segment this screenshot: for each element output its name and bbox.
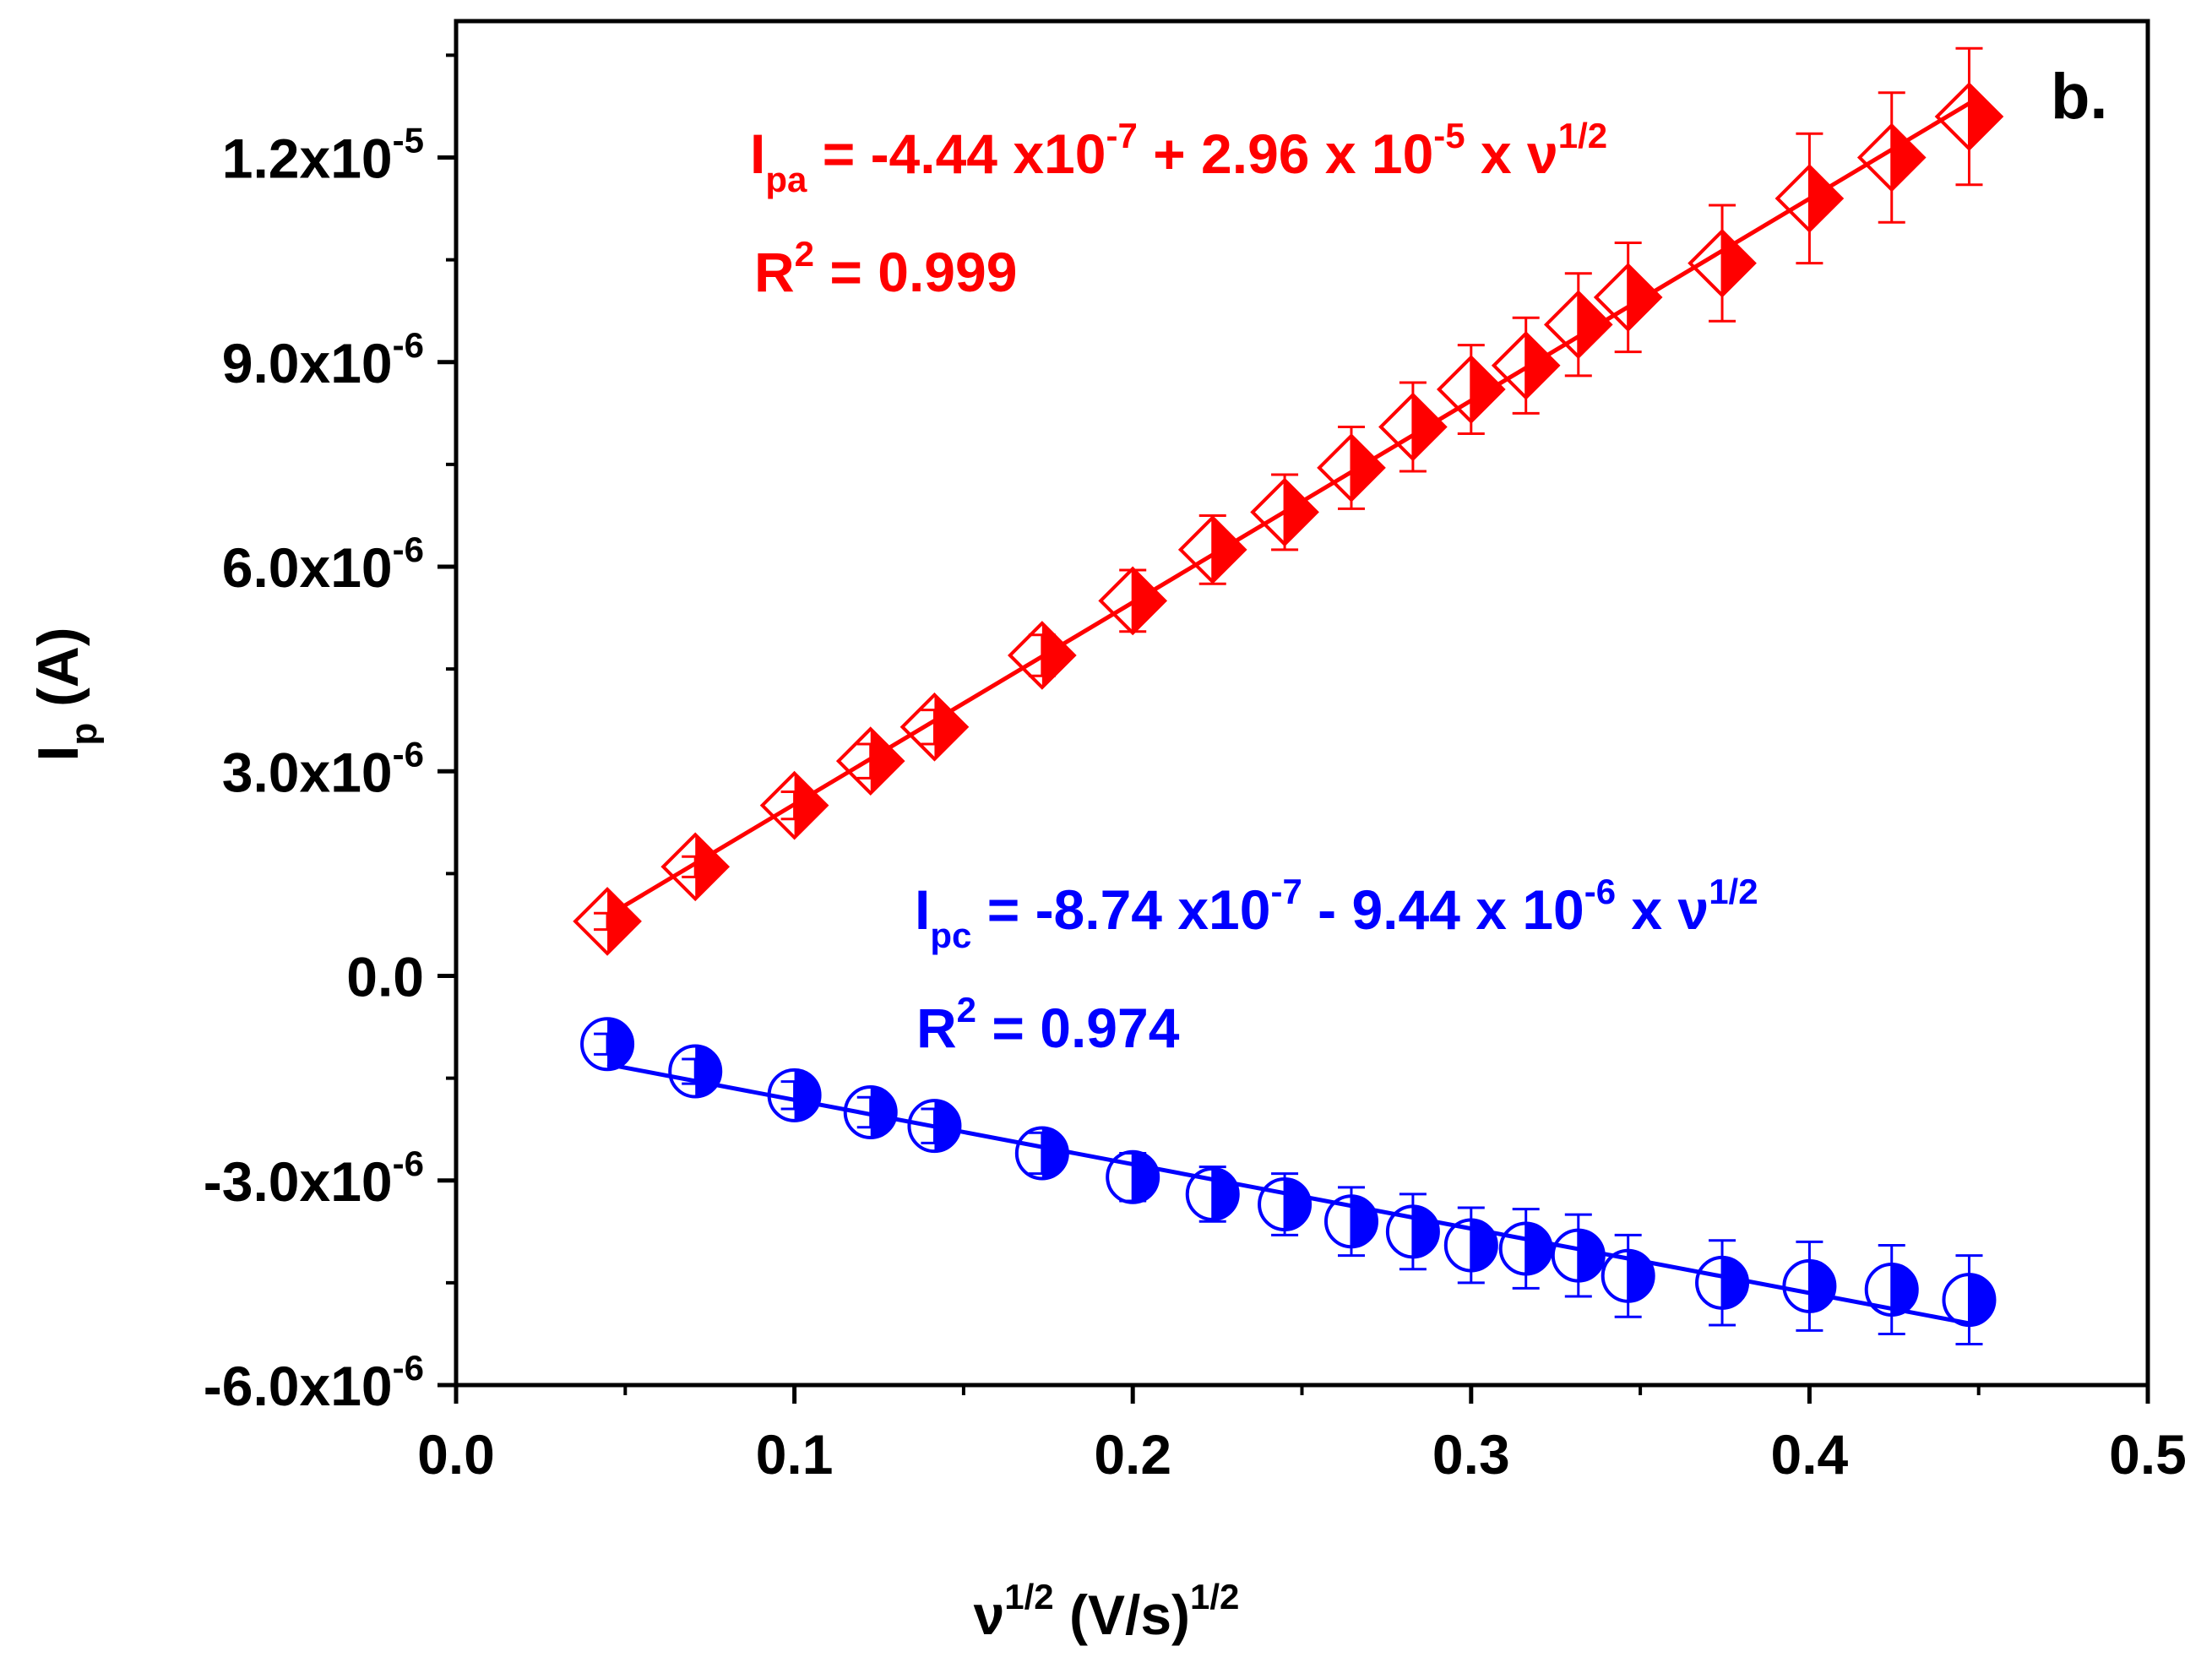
ipa-point <box>835 726 905 796</box>
x-tick-label: 0.1 <box>756 1423 834 1486</box>
ipa-point <box>899 692 970 762</box>
x-axis-label: ν1/2 (V/s)1/2 <box>974 1577 1240 1646</box>
ipc-point <box>1258 1177 1313 1232</box>
ipc-point <box>843 1085 898 1139</box>
ipc-point <box>1864 1262 1919 1317</box>
y-tick-label: 3.0x10-6 <box>222 734 424 803</box>
ipa-point <box>1593 263 1663 332</box>
ipc-point <box>1498 1221 1553 1276</box>
ipa-point <box>1543 290 1613 360</box>
ipa-point <box>1250 477 1319 547</box>
data-points <box>573 82 2004 1328</box>
ipc-point <box>1106 1149 1160 1204</box>
x-tick-label: 0.5 <box>2109 1423 2187 1486</box>
ipa-point <box>1688 228 1757 298</box>
ipc-point <box>1942 1273 1997 1328</box>
ipa-point <box>1378 392 1448 462</box>
ipc-point <box>1782 1258 1837 1313</box>
plot-frame <box>454 19 2150 1388</box>
anodic-fit-equation: Ipa = -4.44 x10-7 + 2.96 x 10-5 x ν1/2 <box>750 116 1607 199</box>
y-tick-label: 1.2x10-5 <box>222 121 424 190</box>
y-tick-label: -6.0x10-6 <box>204 1348 424 1417</box>
y-tick-label: -3.0x10-6 <box>204 1144 424 1213</box>
cathodic-fit-equation: Ipc = -8.74 x10-7 - 9.44 x 10-6 x ν1/2 <box>915 872 1758 955</box>
y-axis-label: Ip (A) <box>26 627 105 761</box>
anodic-r-squared: R2 = 0.999 <box>754 234 1017 303</box>
ipc-point <box>1695 1255 1750 1310</box>
ipa-point <box>1317 433 1386 503</box>
axes-frame <box>454 19 2150 1388</box>
x-tick-label: 0.0 <box>417 1423 495 1486</box>
ipa-point <box>1177 514 1247 584</box>
y-axis-ticks: -6.0x10-6 -3.0x10-6 0.0 3.0x10-6 6.0x10-6 9.0… <box>204 53 456 1417</box>
x-axis-ticks: 0.0 0.1 0.2 0.3 0.4 0.5 <box>417 1385 2187 1486</box>
ipc-point <box>1443 1218 1498 1273</box>
x-tick-label: 0.4 <box>1771 1423 1849 1486</box>
ipa-point <box>660 832 731 902</box>
ipa-point <box>1934 82 2004 151</box>
ipa-point <box>1774 164 1845 233</box>
ipc-point <box>1323 1194 1378 1249</box>
y-tick-label: 0.0 <box>346 946 424 1008</box>
ipa-point <box>1098 566 1168 636</box>
x-tick-label: 0.3 <box>1432 1423 1510 1486</box>
ipc-point <box>1551 1228 1606 1283</box>
x-tick-label: 0.2 <box>1094 1423 1171 1486</box>
ipc-point <box>668 1044 723 1099</box>
ipa-point <box>1491 330 1561 400</box>
ipa-point <box>759 770 829 840</box>
ipc-point <box>767 1068 822 1122</box>
cathodic-r-squared: R2 = 0.974 <box>916 990 1180 1059</box>
ipc-point <box>1185 1166 1240 1221</box>
ipa-point <box>1008 621 1077 690</box>
ipc-point <box>1385 1204 1440 1259</box>
y-tick-label: 9.0x10-6 <box>222 325 424 394</box>
ipc-point <box>580 1017 635 1072</box>
ipa-point <box>1856 122 1927 193</box>
ipa-point <box>573 887 642 956</box>
ipc-point <box>1601 1248 1655 1303</box>
panel-label: b. <box>2051 61 2108 133</box>
fit-lines <box>606 101 1970 1326</box>
ipc-point <box>907 1099 962 1154</box>
ipa-point <box>1436 355 1506 424</box>
y-tick-label: 6.0x10-6 <box>222 530 424 599</box>
ipc-point <box>1014 1126 1069 1181</box>
